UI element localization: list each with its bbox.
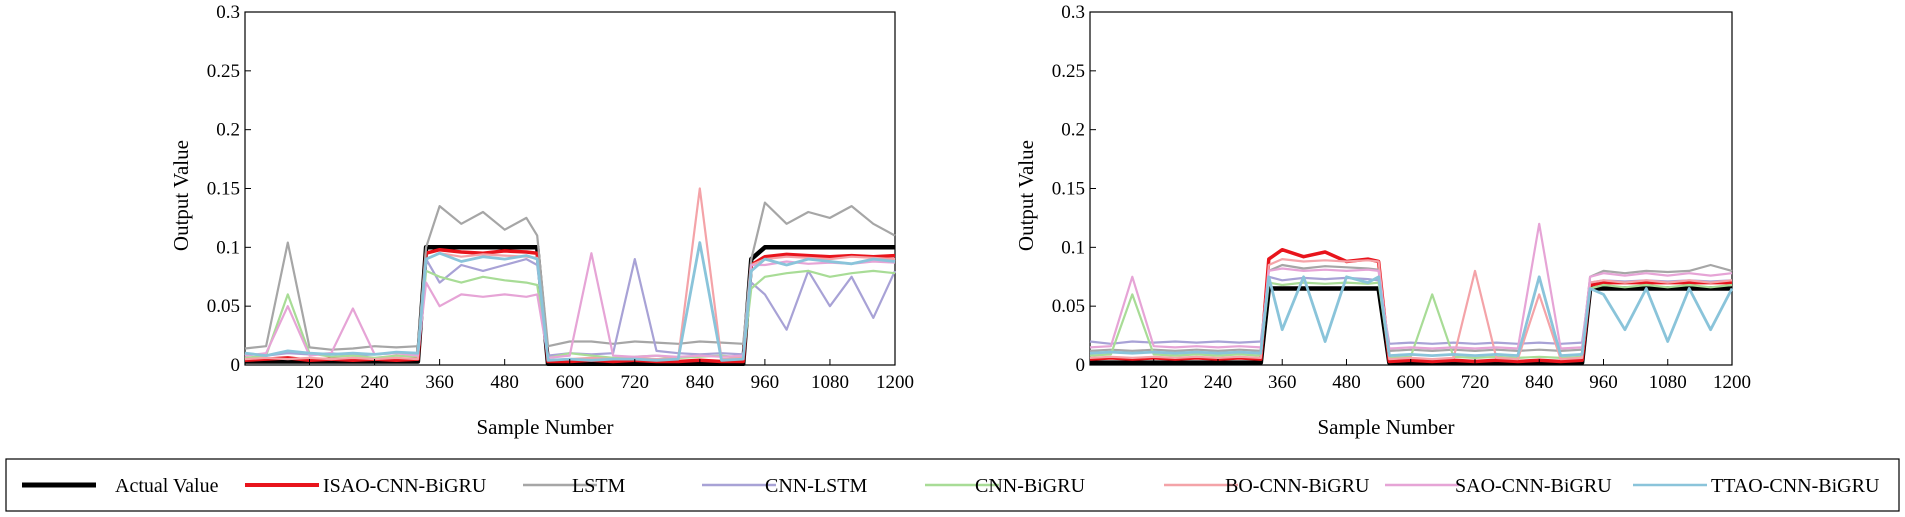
y-tick-label: 0.15	[207, 179, 240, 200]
y-tick-label: 0.25	[1052, 61, 1085, 82]
chart-left: 0 0.05 0.1 0.15 0.2 0.25 0.3 120 240 360 480 600 720…	[169, 2, 914, 439]
x-tick-label: 960	[1589, 372, 1618, 393]
y-tick-label: 0.1	[1061, 237, 1085, 258]
x-tick-label: 1080	[1649, 372, 1687, 393]
legend-label-sao-cnn-bigru: SAO-CNN-BiGRU	[1455, 475, 1612, 497]
x-tick-label: 840	[1525, 372, 1554, 393]
y-tick-label: 0.2	[216, 120, 240, 141]
y-tick-label: 0	[1076, 355, 1086, 376]
y-axis-title: Output Value	[1014, 140, 1038, 251]
legend-label-ttao-cnn-bigru: TTAO-CNN-BiGRU	[1711, 475, 1880, 497]
x-tick-label: 1200	[1713, 372, 1751, 393]
y-tick-label: 0.05	[1052, 296, 1085, 317]
y-tick-label: 0.15	[1052, 179, 1085, 200]
legend: Actual Value ISAO-CNN-BiGRU LSTM CNN-LSTM CN…	[5, 458, 1900, 512]
x-tick-label: 240	[360, 372, 389, 393]
x-tick-label: 840	[686, 372, 715, 393]
plot-frame	[244, 11, 896, 366]
series-line-cnn-bigru	[244, 269, 896, 359]
x-tick-label: 1200	[876, 372, 914, 393]
x-tick-label: 120	[295, 372, 324, 393]
legend-label-cnn-bigru: CNN-BiGRU	[975, 475, 1086, 497]
x-tick-label: 720	[1461, 372, 1490, 393]
x-tick-label: 120	[1139, 372, 1168, 393]
x-tick-label: 1080	[811, 372, 849, 393]
x-tick-label: 480	[490, 372, 519, 393]
x-tick-label: 240	[1204, 372, 1233, 393]
series-line-lstm	[244, 201, 896, 351]
series-line-bo-cnn-bigru	[1089, 258, 1733, 361]
y-tick-label: 0.3	[1061, 2, 1085, 23]
legend-label-actual-value: Actual Value	[115, 475, 219, 497]
plot-frame	[1089, 11, 1733, 366]
series-line-isao-cnn-bigru	[1089, 247, 1732, 364]
y-tick-label: 0.2	[1061, 120, 1085, 141]
x-tick-label: 720	[621, 372, 650, 393]
y-tick-label: 0.1	[216, 237, 240, 258]
series-line-isao-cnn-bigru	[244, 247, 896, 364]
chart-right: 0 0.05 0.1 0.15 0.2 0.25 0.3 120 240 360 480 600 720…	[1014, 2, 1751, 439]
y-axis-title: Output Value	[169, 140, 193, 251]
legend-label-lstm: LSTM	[572, 475, 626, 497]
x-tick-label: 600	[555, 372, 584, 393]
x-tick-label: 360	[1268, 372, 1297, 393]
legend-label-cnn-lstm: CNN-LSTM	[765, 475, 867, 497]
x-axis-title: Sample Number	[1317, 415, 1454, 439]
y-tick-label: 0.25	[207, 61, 240, 82]
x-axis-title: Sample Number	[476, 415, 613, 439]
series-line-sao-cnn-bigru	[1089, 222, 1733, 350]
legend-label-isao-cnn-bigru: ISAO-CNN-BiGRU	[323, 475, 487, 497]
series-line-ttao-cnn-bigru	[1089, 275, 1734, 358]
x-tick-label: 480	[1332, 372, 1361, 393]
y-tick-label: 0.3	[216, 2, 240, 23]
series-line-cnn-bigru	[1089, 281, 1733, 359]
y-tick-label: 0.05	[207, 296, 240, 317]
legend-label-bo-cnn-bigru: BO-CNN-BiGRU	[1225, 475, 1370, 497]
y-tick-label: 0	[231, 355, 241, 376]
x-tick-label: 600	[1396, 372, 1425, 393]
series-line-ttao-cnn-bigru	[244, 241, 896, 362]
x-tick-label: 360	[425, 372, 454, 393]
series-line-lstm	[1089, 263, 1733, 352]
series-line-actual-value	[245, 245, 895, 367]
x-tick-label: 960	[751, 372, 780, 393]
